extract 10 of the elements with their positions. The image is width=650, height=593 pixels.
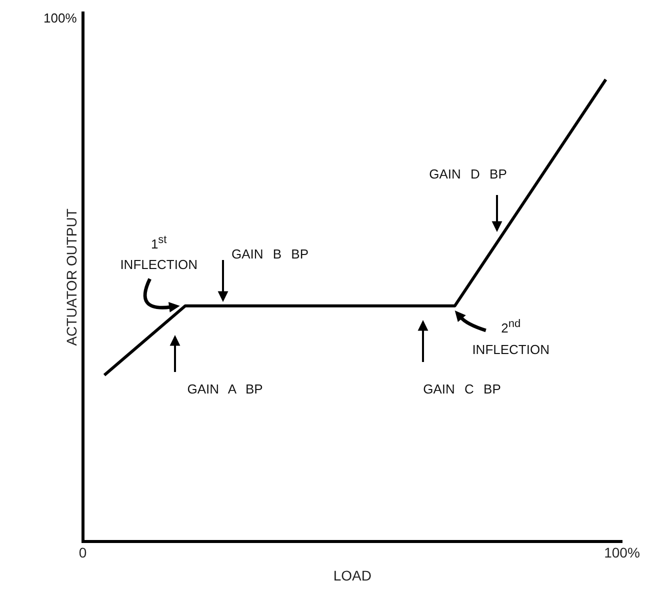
annotation: 2$^{nd}$ INFLECTION: [471, 318, 550, 359]
annotation: GAIN B BP: [231, 246, 309, 264]
annotation: 1$^{st}$ INFLECTION: [119, 232, 198, 274]
annotation: GAIN C BP: [423, 380, 501, 399]
annotation: GAIN D BP: [429, 166, 507, 184]
x-tick-label: 0: [78, 544, 87, 561]
text: 100%: [44, 10, 77, 28]
x-axis-title: LOAD: [333, 567, 372, 584]
y-axis-title: ACTUATOR OUTPUT: [63, 208, 80, 346]
annotation: GAIN A BP: [187, 380, 263, 399]
